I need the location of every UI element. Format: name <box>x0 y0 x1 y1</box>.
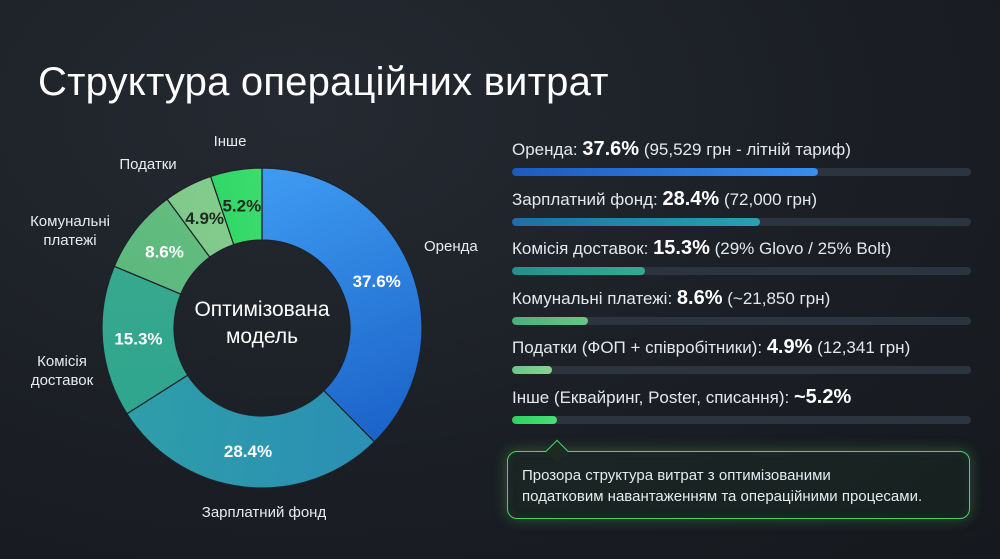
cost-row-label: Податки (ФОП + співробітники): <box>512 338 763 357</box>
cost-row-bar-track <box>512 168 971 176</box>
donut-slice-2 <box>126 374 376 489</box>
cost-row-text: Інше (Еквайринг, Poster, списання): ~5.2… <box>512 386 974 408</box>
slice-value-label: 37.6% <box>353 272 401 291</box>
cost-row-bar-track <box>512 366 971 374</box>
cost-row: Податки (ФОП + співробітники): 4.9% (12,… <box>512 336 974 386</box>
slice-value-label: 15.3% <box>114 330 162 349</box>
page-title: Структура операційних витрат <box>38 60 609 104</box>
slice-value-label: 28.4% <box>224 442 272 461</box>
cost-row-text: Податки (ФОП + співробітники): 4.9% (12,… <box>512 336 974 358</box>
slice-value-label: 5.2% <box>222 197 261 216</box>
cost-breakdown-list: Оренда: 37.6% (95,529 грн - літній тариф… <box>512 138 974 435</box>
slice-value-label: 8.6% <box>145 242 184 261</box>
cost-row-percent: 4.9% <box>766 336 813 358</box>
cost-row-percent: ~5.2% <box>793 385 852 408</box>
cost-row: Зарплатний фонд: 28.4% (72,000 грн) <box>512 188 974 238</box>
summary-line-1: Прозора структура витрат з оптимізованим… <box>522 467 831 484</box>
cost-row-label: Зарплатний фонд: <box>512 189 658 209</box>
cost-row-label: Комунальні платежі: <box>512 288 673 308</box>
cost-row-bar-fill <box>512 366 553 374</box>
cost-row-detail: (12,341 грн) <box>817 338 911 357</box>
cost-row-detail: (29% Glovo / 25% Bolt) <box>714 239 892 258</box>
cost-row-bar-track <box>512 217 971 226</box>
cost-row-label: Інше (Еквайринг, Poster, списання): <box>512 387 790 407</box>
slice-category-label: Оренда <box>424 238 478 255</box>
slice-value-label: 4.9% <box>185 209 224 228</box>
slice-category-label: Комісія доставок <box>31 353 94 389</box>
cost-row-text: Комунальні платежі: 8.6% (~21,850 грн) <box>512 287 974 309</box>
cost-row-bar-fill <box>512 316 588 325</box>
cost-row: Інше (Еквайринг, Poster, списання): ~5.2… <box>512 386 974 436</box>
cost-row-detail: (~21,850 грн) <box>727 288 831 308</box>
cost-row-detail: (95,529 грн - літній тариф) <box>643 140 851 159</box>
cost-row-percent: 37.6% <box>582 138 640 160</box>
cost-row-bar-track <box>512 415 971 424</box>
summary-callout: Прозора структура витрат з оптимізованим… <box>507 451 970 519</box>
cost-row-percent: 15.3% <box>653 237 710 259</box>
cost-row-bar-fill <box>512 415 557 424</box>
slice-category-label: Зарплатний фонд <box>202 504 327 521</box>
cost-row-bar-track <box>512 267 971 275</box>
cost-row-bar-fill <box>512 217 760 226</box>
donut-slice-6 <box>209 167 263 246</box>
cost-row-percent: 28.4% <box>662 187 720 210</box>
cost-row-text: Комісія доставок: 15.3% (29% Glovo / 25%… <box>512 237 974 259</box>
cost-row-text: Зарплатний фонд: 28.4% (72,000 грн) <box>512 188 974 210</box>
cost-row-label: Комісія доставок: <box>512 239 649 258</box>
cost-row-bar-fill <box>512 267 646 275</box>
cost-row: Комунальні платежі: 8.6% (~21,850 грн) <box>512 287 974 337</box>
donut-chart: 37.6% 28.4% 15.3% 8.6%4.9%5.2% Оренда Зарпла… <box>30 133 478 521</box>
cost-row: Оренда: 37.6% (95,529 грн - літній тариф… <box>512 138 974 188</box>
cost-row-text: Оренда: 37.6% (95,529 грн - літній тариф… <box>512 138 974 160</box>
slice-category-label: Інше <box>214 133 247 150</box>
donut-center-label: Оптимізована модель <box>194 298 329 348</box>
cost-row-detail: (72,000 грн) <box>723 189 818 209</box>
slice-category-label: Комунальні платежі <box>30 213 110 249</box>
cost-row-label: Оренда: <box>512 140 578 159</box>
cost-row-bar-fill <box>512 168 819 176</box>
cost-row: Комісія доставок: 15.3% (29% Glovo / 25%… <box>512 237 974 287</box>
slice-category-label: Податки <box>119 156 176 173</box>
donut-slice-1 <box>261 167 423 443</box>
cost-row-percent: 8.6% <box>676 286 723 309</box>
summary-line-2: податковим навантаженням та операційними… <box>522 488 923 505</box>
cost-row-bar-track <box>512 316 971 325</box>
